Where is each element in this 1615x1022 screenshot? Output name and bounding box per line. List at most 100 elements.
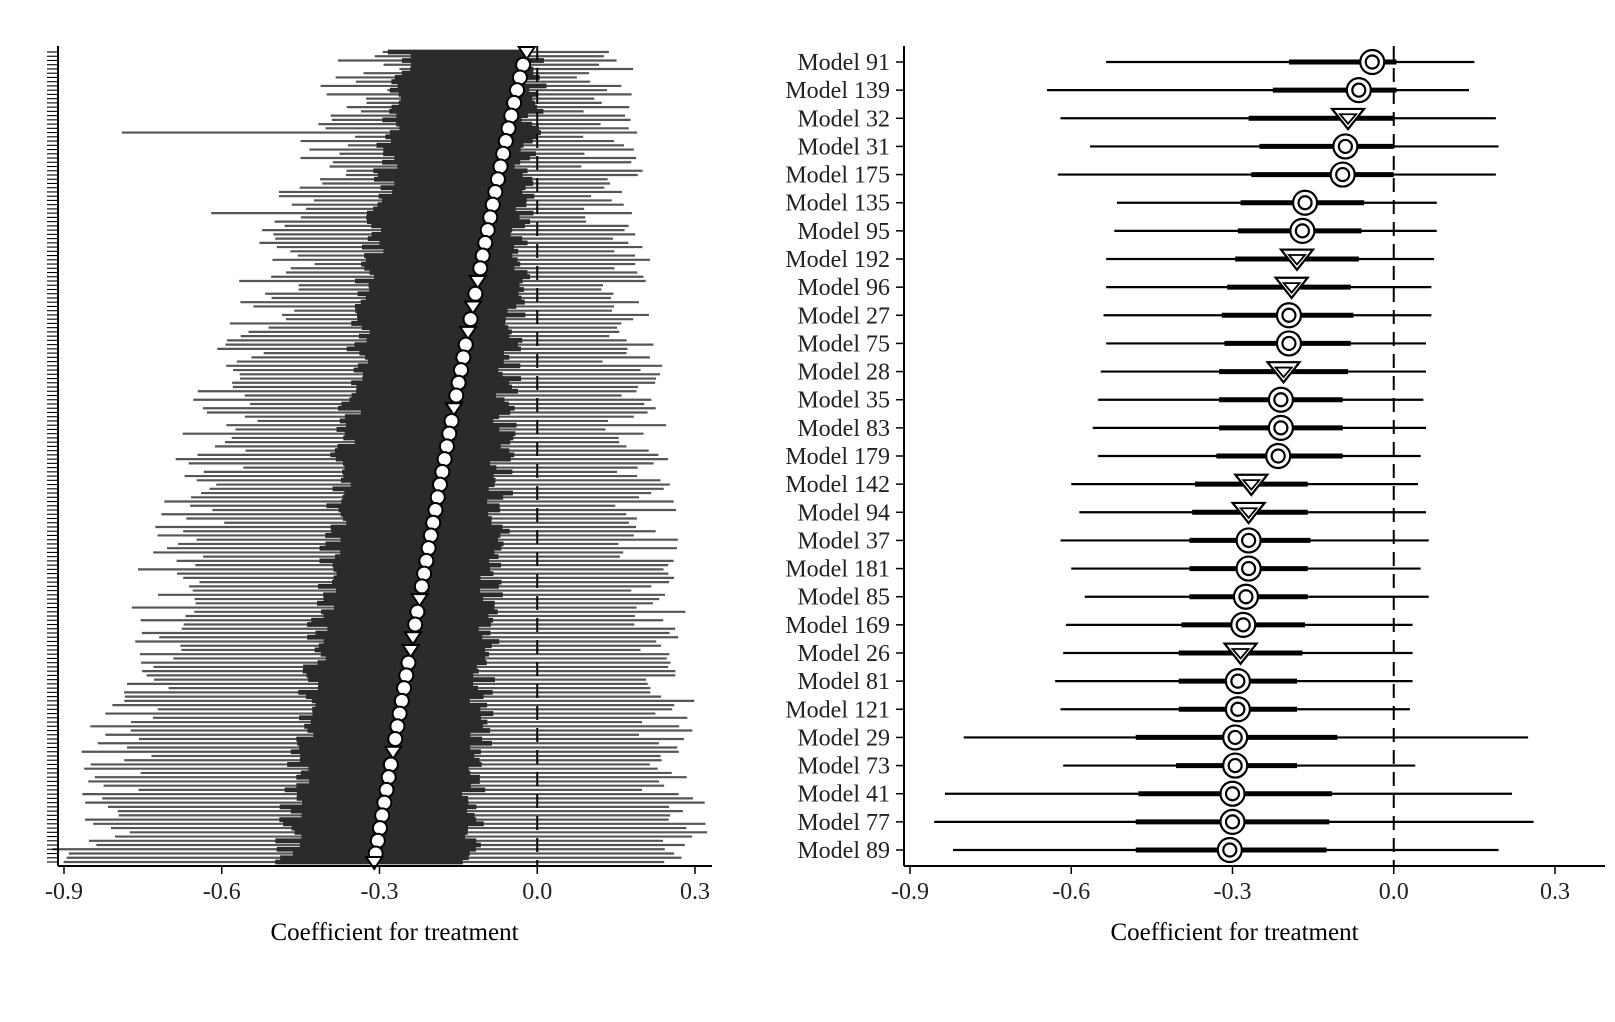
model-label: Model 95 bbox=[797, 219, 890, 245]
estimate-circle bbox=[407, 616, 424, 633]
estimate-circle-outer bbox=[1267, 414, 1294, 441]
model-row: Model 96 bbox=[797, 275, 1432, 301]
estimate-circle bbox=[376, 794, 393, 811]
estimate-circle bbox=[391, 705, 408, 722]
model-row: Model 27 bbox=[797, 302, 1432, 329]
estimate-triangle bbox=[516, 46, 537, 61]
estimate-circle bbox=[450, 374, 467, 391]
estimate-circle-inner bbox=[1281, 335, 1297, 352]
model-row: Model 181 bbox=[785, 555, 1421, 583]
left-estimate-markers bbox=[364, 46, 537, 871]
estimate-circle bbox=[380, 769, 397, 786]
model-label: Model 75 bbox=[797, 331, 890, 357]
model-label: Model 29 bbox=[797, 725, 890, 751]
model-row: Model 75 bbox=[797, 330, 1426, 357]
estimate-circle bbox=[511, 69, 528, 86]
estimate-circle-inner bbox=[1335, 166, 1351, 183]
model-row: Model 28 bbox=[797, 360, 1426, 386]
estimate-circle-outer bbox=[1289, 217, 1316, 244]
estimate-triangle bbox=[458, 325, 479, 341]
estimate-triangle bbox=[409, 593, 430, 608]
estimate-circle bbox=[484, 196, 501, 213]
model-row: Model 32 bbox=[797, 106, 1496, 132]
estimate-circle-outer bbox=[1275, 302, 1303, 329]
estimate-circle-inner bbox=[1273, 392, 1289, 408]
model-row: Model 192 bbox=[785, 247, 1435, 273]
estimate-circle-outer bbox=[1235, 527, 1262, 554]
estimate-circle-inner bbox=[1270, 448, 1286, 464]
estimate-circle-inner bbox=[1281, 307, 1297, 323]
estimate-circle-outer bbox=[1359, 48, 1386, 76]
estimate-triangle-inner bbox=[1287, 254, 1307, 266]
estimate-circle-inner bbox=[1337, 138, 1353, 155]
estimate-circle bbox=[409, 603, 426, 620]
estimate-circle-outer bbox=[1235, 555, 1262, 582]
x-tick-label: 0.0 bbox=[1379, 879, 1409, 905]
left-panel: -0.9 -0.6 -0.3 0.0 0.3 Coefficient for treat… bbox=[45, 46, 712, 946]
estimate-circle-outer bbox=[1329, 161, 1356, 188]
estimate-circle bbox=[389, 718, 406, 735]
estimate-circle-outer bbox=[1216, 836, 1243, 864]
model-label: Model 135 bbox=[785, 191, 890, 217]
estimate-circle-inner bbox=[1227, 729, 1243, 746]
estimate-circle-inner bbox=[1222, 842, 1238, 858]
model-row: Model 29 bbox=[797, 724, 1529, 751]
estimate-circle-inner bbox=[1230, 701, 1246, 717]
model-row: Model 94 bbox=[797, 500, 1426, 526]
model-label: Model 192 bbox=[785, 247, 890, 273]
estimate-circle-outer bbox=[1224, 668, 1251, 695]
model-label: Model 28 bbox=[797, 360, 890, 386]
estimate-circle bbox=[497, 133, 514, 150]
model-row: Model 169 bbox=[785, 611, 1413, 639]
estimate-circle-inner bbox=[1294, 223, 1310, 239]
estimate-circle bbox=[452, 362, 469, 379]
model-row: Model 73 bbox=[797, 752, 1416, 780]
estimate-circle bbox=[492, 158, 509, 175]
estimate-triangle-inner bbox=[1273, 366, 1294, 379]
estimate-circle bbox=[393, 692, 410, 709]
left-axes bbox=[57, 46, 712, 867]
model-label: Model 83 bbox=[797, 416, 890, 442]
right-x-axis-title: Coefficient for treatment bbox=[1110, 919, 1358, 946]
x-tick-label: -0.6 bbox=[203, 879, 241, 905]
estimate-circle-outer bbox=[1224, 696, 1251, 723]
estimate-circle-inner bbox=[1273, 420, 1289, 436]
estimate-circle-inner bbox=[1238, 589, 1254, 605]
estimate-circle-outer bbox=[1222, 724, 1249, 751]
estimate-circle bbox=[398, 667, 415, 684]
estimate-triangle-inner bbox=[1230, 648, 1251, 660]
estimate-circle bbox=[443, 412, 460, 429]
x-tick-label: 0.3 bbox=[1540, 879, 1570, 905]
estimate-circle-inner bbox=[1297, 195, 1313, 211]
model-row: Model 26 bbox=[797, 641, 1413, 667]
model-row: Model 81 bbox=[797, 668, 1413, 695]
model-row: Model 83 bbox=[797, 414, 1426, 442]
x-tick-label: -0.9 bbox=[45, 879, 83, 905]
estimate-triangle bbox=[444, 402, 464, 418]
estimate-circle bbox=[441, 425, 458, 442]
estimate-circle bbox=[418, 552, 435, 569]
model-label: Model 26 bbox=[797, 641, 890, 667]
model-row: Model 121 bbox=[785, 696, 1410, 723]
estimate-circle-outer bbox=[1265, 442, 1292, 470]
estimate-circle-outer bbox=[1291, 189, 1319, 216]
model-label: Model 77 bbox=[797, 810, 890, 836]
estimate-circle-inner bbox=[1230, 673, 1246, 689]
estimate-circle bbox=[400, 654, 417, 671]
model-row: Model 77 bbox=[797, 808, 1534, 836]
estimate-circle bbox=[506, 94, 523, 111]
x-tick-label: -0.3 bbox=[361, 879, 399, 905]
estimate-circle bbox=[479, 222, 496, 239]
model-label: Model 121 bbox=[785, 697, 890, 723]
estimate-circle-outer bbox=[1222, 752, 1249, 779]
estimate-triangle-inner bbox=[1281, 282, 1302, 295]
model-label: Model 94 bbox=[797, 500, 890, 526]
model-label: Model 35 bbox=[797, 388, 890, 414]
estimate-circle-outer bbox=[1345, 77, 1372, 104]
model-label: Model 181 bbox=[785, 557, 890, 583]
estimate-circle bbox=[422, 527, 439, 544]
estimate-circle bbox=[427, 502, 444, 519]
model-label: Model 32 bbox=[797, 106, 890, 132]
